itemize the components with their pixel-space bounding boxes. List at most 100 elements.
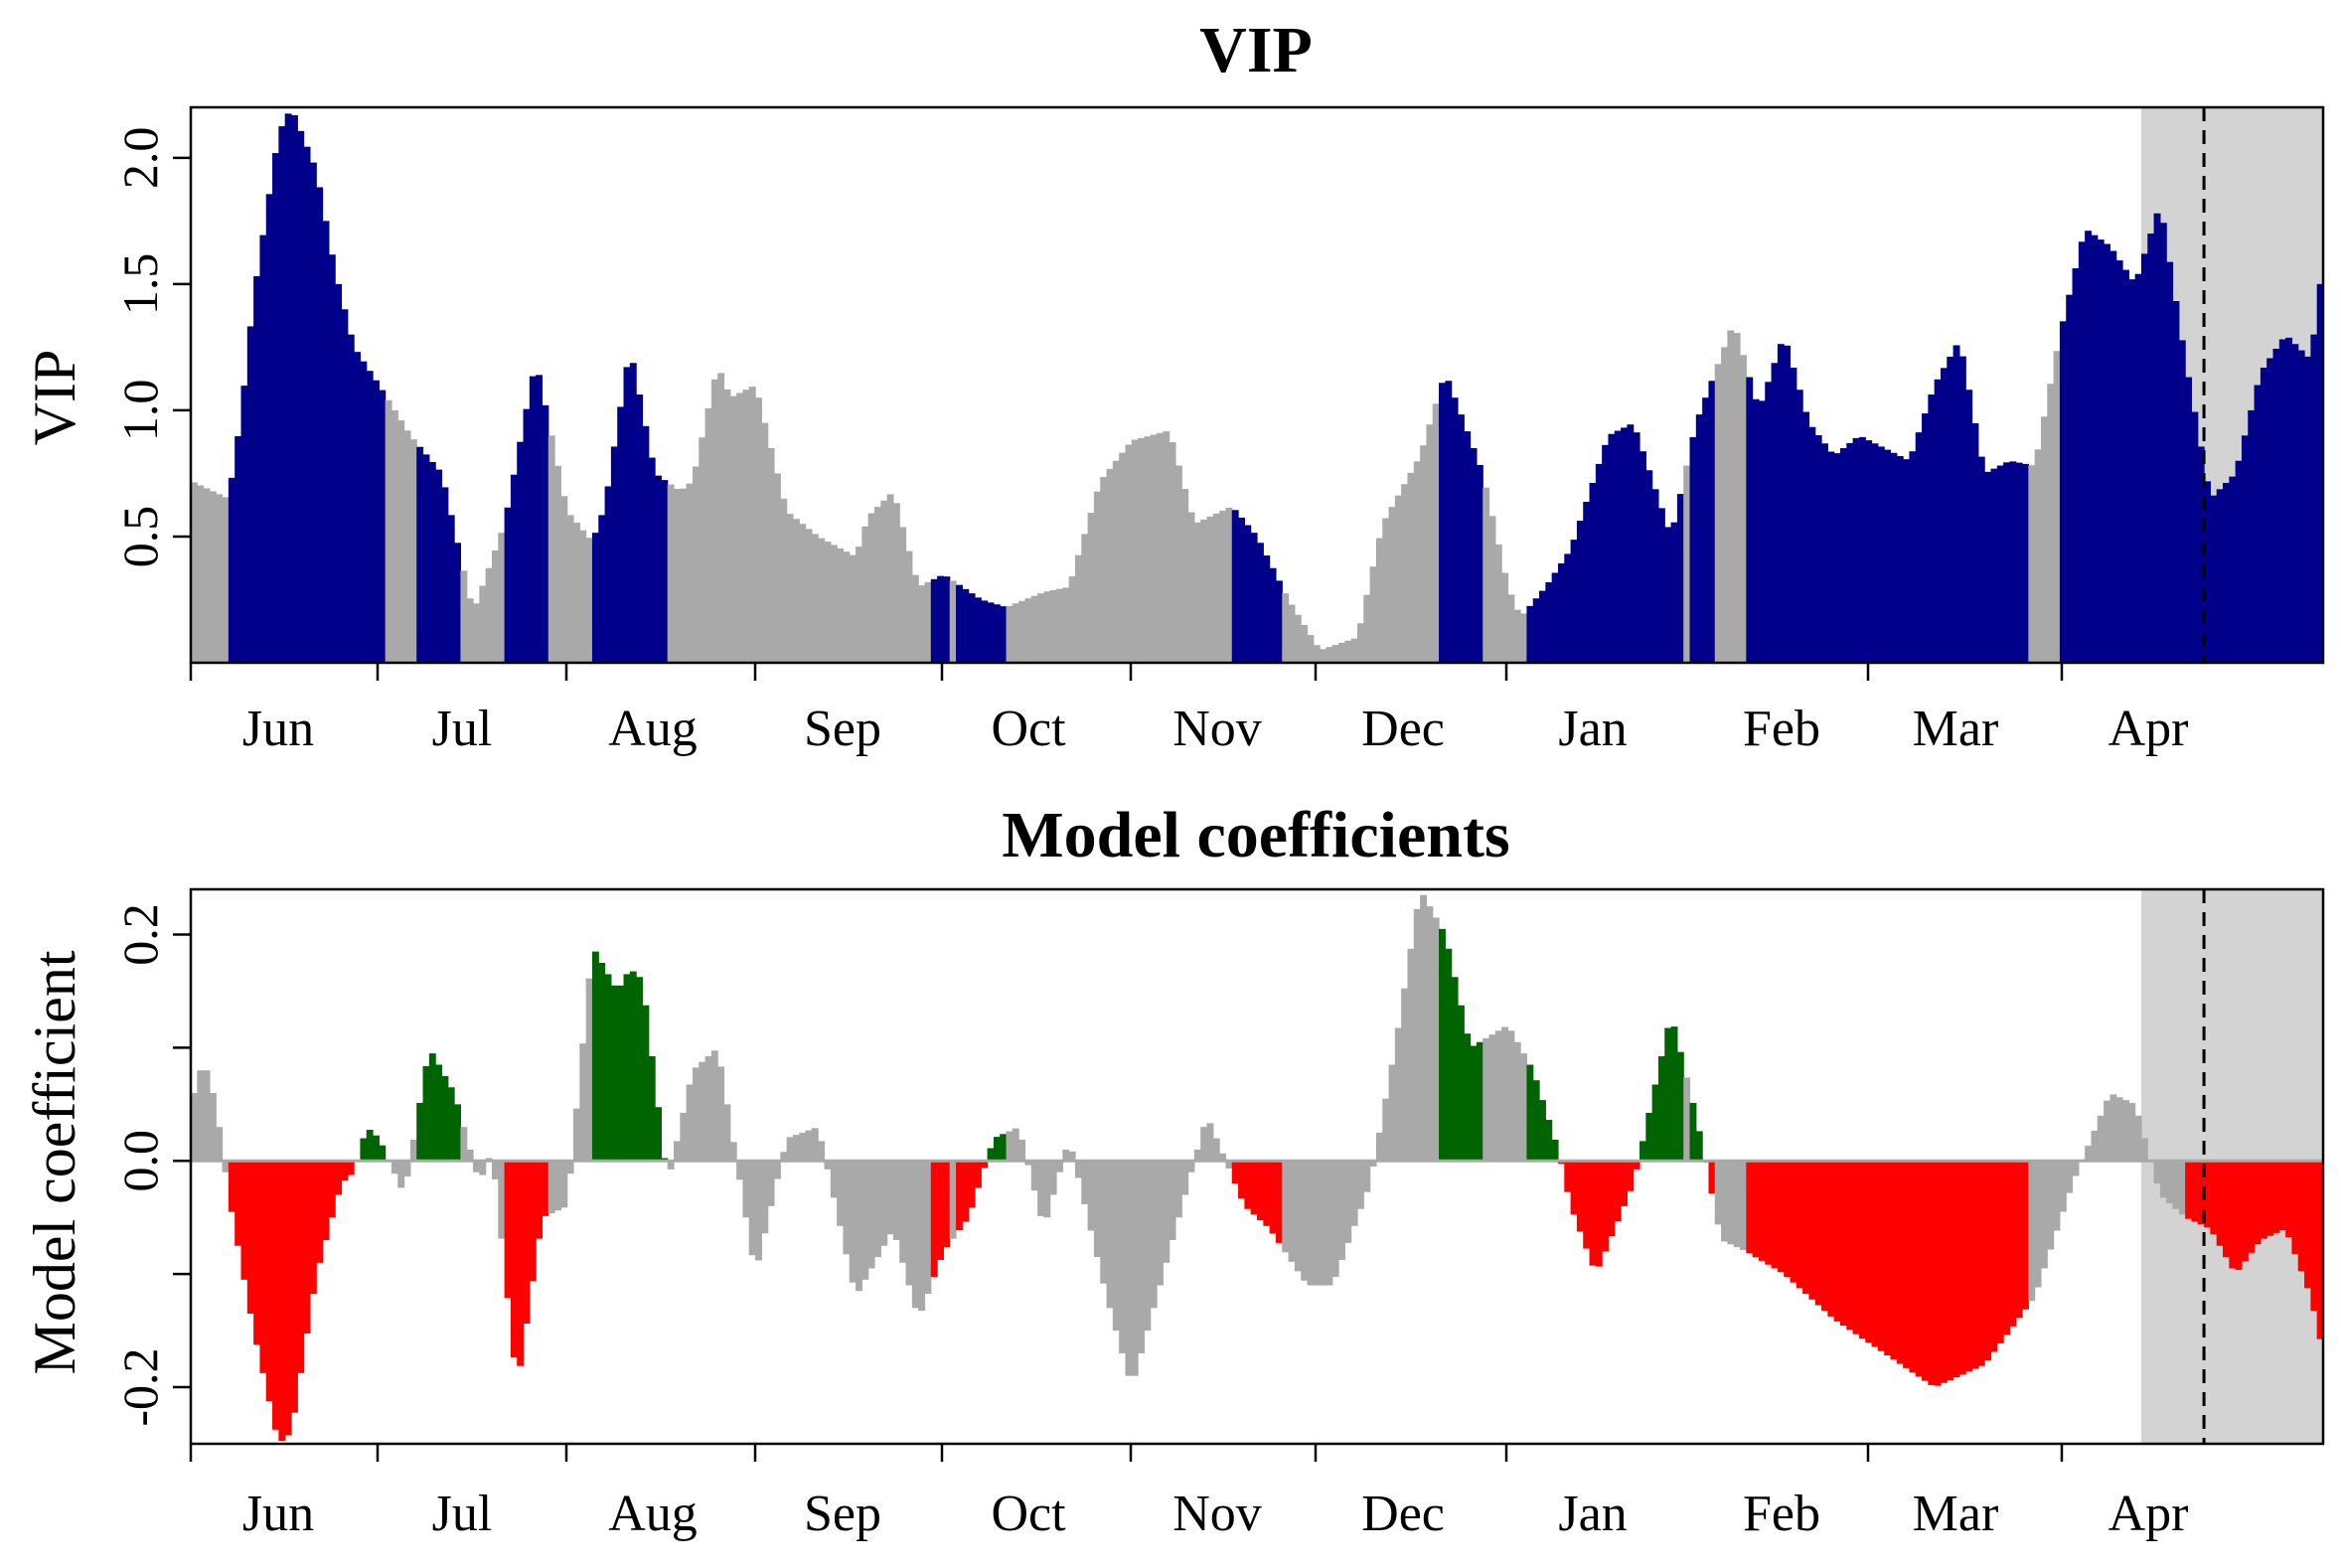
vip-bar <box>1727 330 1735 663</box>
coefficient-bar <box>655 1107 662 1162</box>
coefficient-bar <box>1193 1149 1201 1162</box>
coefficient-bar <box>272 1161 279 1430</box>
coefficient-bar <box>1971 1161 1979 1369</box>
coefficient-bar <box>1426 906 1434 1162</box>
coefficient-bar <box>1664 1027 1672 1162</box>
coefficient-bar <box>1131 1161 1139 1376</box>
vip-bar <box>667 484 675 663</box>
vip-bar <box>1689 436 1697 663</box>
coefficient-bar <box>2216 1161 2224 1246</box>
coefficient-bar <box>284 1161 292 1436</box>
coefficient-bar <box>1965 1161 1973 1372</box>
vip-bar <box>680 488 688 663</box>
vip-bar <box>1639 451 1646 663</box>
coefficient-month-label: Jun <box>242 1486 314 1542</box>
vip-bar <box>1795 390 1803 663</box>
coefficient-bar <box>1884 1161 1892 1356</box>
coefficient-bar <box>403 1161 411 1176</box>
coefficient-bar <box>1520 1053 1527 1162</box>
coefficient-month-label: Oct <box>991 1486 1066 1542</box>
vip-bar <box>742 390 750 663</box>
vip-bar <box>773 473 781 663</box>
coefficient-bar <box>867 1161 875 1269</box>
coefficient-bar <box>566 1161 574 1175</box>
vip-bar <box>1627 424 1635 663</box>
coefficient-bar <box>1752 1161 1760 1258</box>
vip-bar <box>1651 489 1659 663</box>
vip-month-label: Mar <box>1913 701 1999 757</box>
coefficient-bar <box>1106 1161 1114 1309</box>
vip-bar <box>1814 435 1822 663</box>
vip-bar <box>1765 382 1773 663</box>
coefficient-bar <box>1871 1161 1879 1347</box>
vip-bar <box>805 529 813 663</box>
coefficient-bar <box>2235 1161 2243 1270</box>
vip-bar <box>1940 368 1948 663</box>
coefficient-bar <box>585 978 593 1162</box>
coefficient-bar <box>2097 1115 2105 1162</box>
vip-bar <box>880 500 888 663</box>
coefficient-bar <box>203 1070 211 1162</box>
coefficient-bar <box>517 1161 525 1366</box>
vip-bar <box>1225 507 1233 663</box>
coefficient-bar <box>2022 1161 2029 1310</box>
coefficient-bar <box>2072 1161 2080 1176</box>
vip-bar <box>1539 590 1546 663</box>
coefficient-plot-frame <box>189 887 2325 1446</box>
coefficient-bar <box>1375 1132 1383 1162</box>
coefficient-bar <box>2047 1161 2055 1250</box>
vip-bar <box>1952 345 1960 663</box>
vip-bar <box>1790 368 1797 663</box>
coefficient-bar <box>2272 1161 2280 1233</box>
vip-ylabel: VIP <box>22 350 87 446</box>
coefficient-bar <box>1858 1161 1866 1338</box>
vip-bar <box>981 600 989 663</box>
coefficient-bar <box>1714 1161 1722 1225</box>
coefficient-bar <box>1457 1005 1465 1162</box>
vip-bar <box>1244 525 1252 663</box>
vip-bar <box>2147 234 2155 664</box>
vip-bar <box>240 386 248 663</box>
vip-bar <box>1407 472 1415 663</box>
vip-bar <box>1858 436 1866 663</box>
coefficient-bar <box>830 1161 838 1198</box>
vip-bar <box>2153 213 2161 663</box>
coefficient-bar <box>818 1141 826 1162</box>
coefficient-bar <box>197 1070 205 1162</box>
vip-month-label: Jan <box>1558 701 1627 757</box>
coefficient-bar <box>1093 1161 1101 1258</box>
coefficient-bar <box>1771 1161 1779 1269</box>
coefficient-bar <box>981 1161 989 1169</box>
vip-bar <box>1633 432 1640 663</box>
vip-bar <box>2210 495 2218 663</box>
coefficient-bar <box>447 1087 455 1162</box>
coefficient-x-axis: Jun Jul Aug Sep Oct Nov Dec Jan Feb Mar Apr <box>189 1444 2188 1542</box>
vip-bar <box>993 604 1001 663</box>
coefficient-bar <box>2153 1161 2161 1184</box>
vip-bar <box>1984 471 1992 663</box>
coefficient-bar <box>792 1135 800 1162</box>
coefficient-bar <box>1839 1161 1847 1327</box>
vip-bar <box>799 524 807 663</box>
vip-bar <box>1852 437 1860 663</box>
vip-bar <box>767 448 775 663</box>
coefficient-bar <box>1181 1161 1189 1195</box>
vip-bar <box>1193 522 1201 663</box>
coefficient-bar <box>1852 1161 1860 1334</box>
coefficient-bar <box>1952 1161 1960 1378</box>
vip-bar <box>1294 614 1302 663</box>
coefficient-bar <box>1695 1131 1703 1162</box>
coefficient-bar <box>536 1161 544 1239</box>
coefficient-bar <box>2260 1161 2267 1239</box>
vip-ytick-label: 1.5 <box>112 253 168 316</box>
vip-bar <box>905 550 913 663</box>
vip-bar <box>1470 448 1478 663</box>
coefficient-bar <box>742 1161 750 1218</box>
coefficient-bar <box>2266 1161 2274 1236</box>
vip-bar <box>2047 384 2055 663</box>
vip-bar <box>2310 334 2318 663</box>
coefficient-bar <box>1821 1161 1828 1312</box>
vip-bar <box>956 584 963 663</box>
coefficient-bar <box>1833 1161 1841 1322</box>
